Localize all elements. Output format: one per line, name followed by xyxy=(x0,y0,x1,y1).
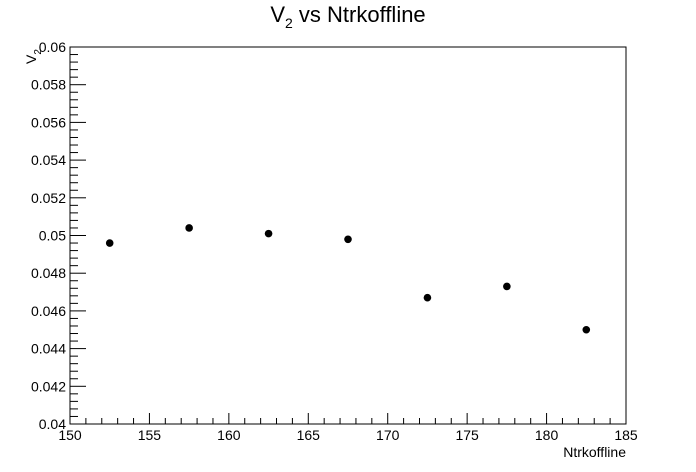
x-axis-label: Ntrkoffline xyxy=(563,444,626,460)
x-tick-label: 150 xyxy=(58,427,82,443)
y-tick-label: 0.06 xyxy=(39,39,66,55)
data-point xyxy=(423,293,432,302)
data-point xyxy=(185,224,193,232)
y-tick-label: 0.056 xyxy=(31,114,66,130)
x-tick-label: 185 xyxy=(614,427,638,443)
axes: 150 155 160 165 170 175 180 185 0.04 0.042 0.044 0.… xyxy=(31,39,638,443)
x-tick-label: 175 xyxy=(455,427,479,443)
x-tick-label: 165 xyxy=(297,427,321,443)
data-point xyxy=(105,239,114,247)
y-tick-label: 0.04 xyxy=(39,416,66,432)
data-point xyxy=(344,235,352,244)
y-tick-label: 0.058 xyxy=(31,77,66,93)
y-axis-label-subscript: 2 xyxy=(33,49,44,55)
x-tick-label: 180 xyxy=(535,427,559,443)
y-tick-label: 0.05 xyxy=(39,228,66,244)
y-tick-label: 0.044 xyxy=(31,341,66,357)
y-tick-label: 0.042 xyxy=(31,378,66,394)
data-point xyxy=(503,282,511,291)
chart-title: V2 vs Ntrkoffline xyxy=(270,2,425,31)
x-tick-label: 160 xyxy=(217,427,241,443)
y-tick-label: 0.046 xyxy=(31,303,66,319)
chart-title-subscript: 2 xyxy=(285,15,293,31)
x-tick-label: 170 xyxy=(376,427,400,443)
y-tick-label: 0.052 xyxy=(31,190,66,206)
data-points xyxy=(105,224,591,334)
data-point xyxy=(582,325,591,334)
x-tick-label: 155 xyxy=(138,427,162,443)
y-tick-label: 0.048 xyxy=(31,265,66,281)
y-tick-label: 0.054 xyxy=(31,152,66,168)
data-point xyxy=(264,229,273,238)
y-axis-label: V2 xyxy=(23,49,44,64)
